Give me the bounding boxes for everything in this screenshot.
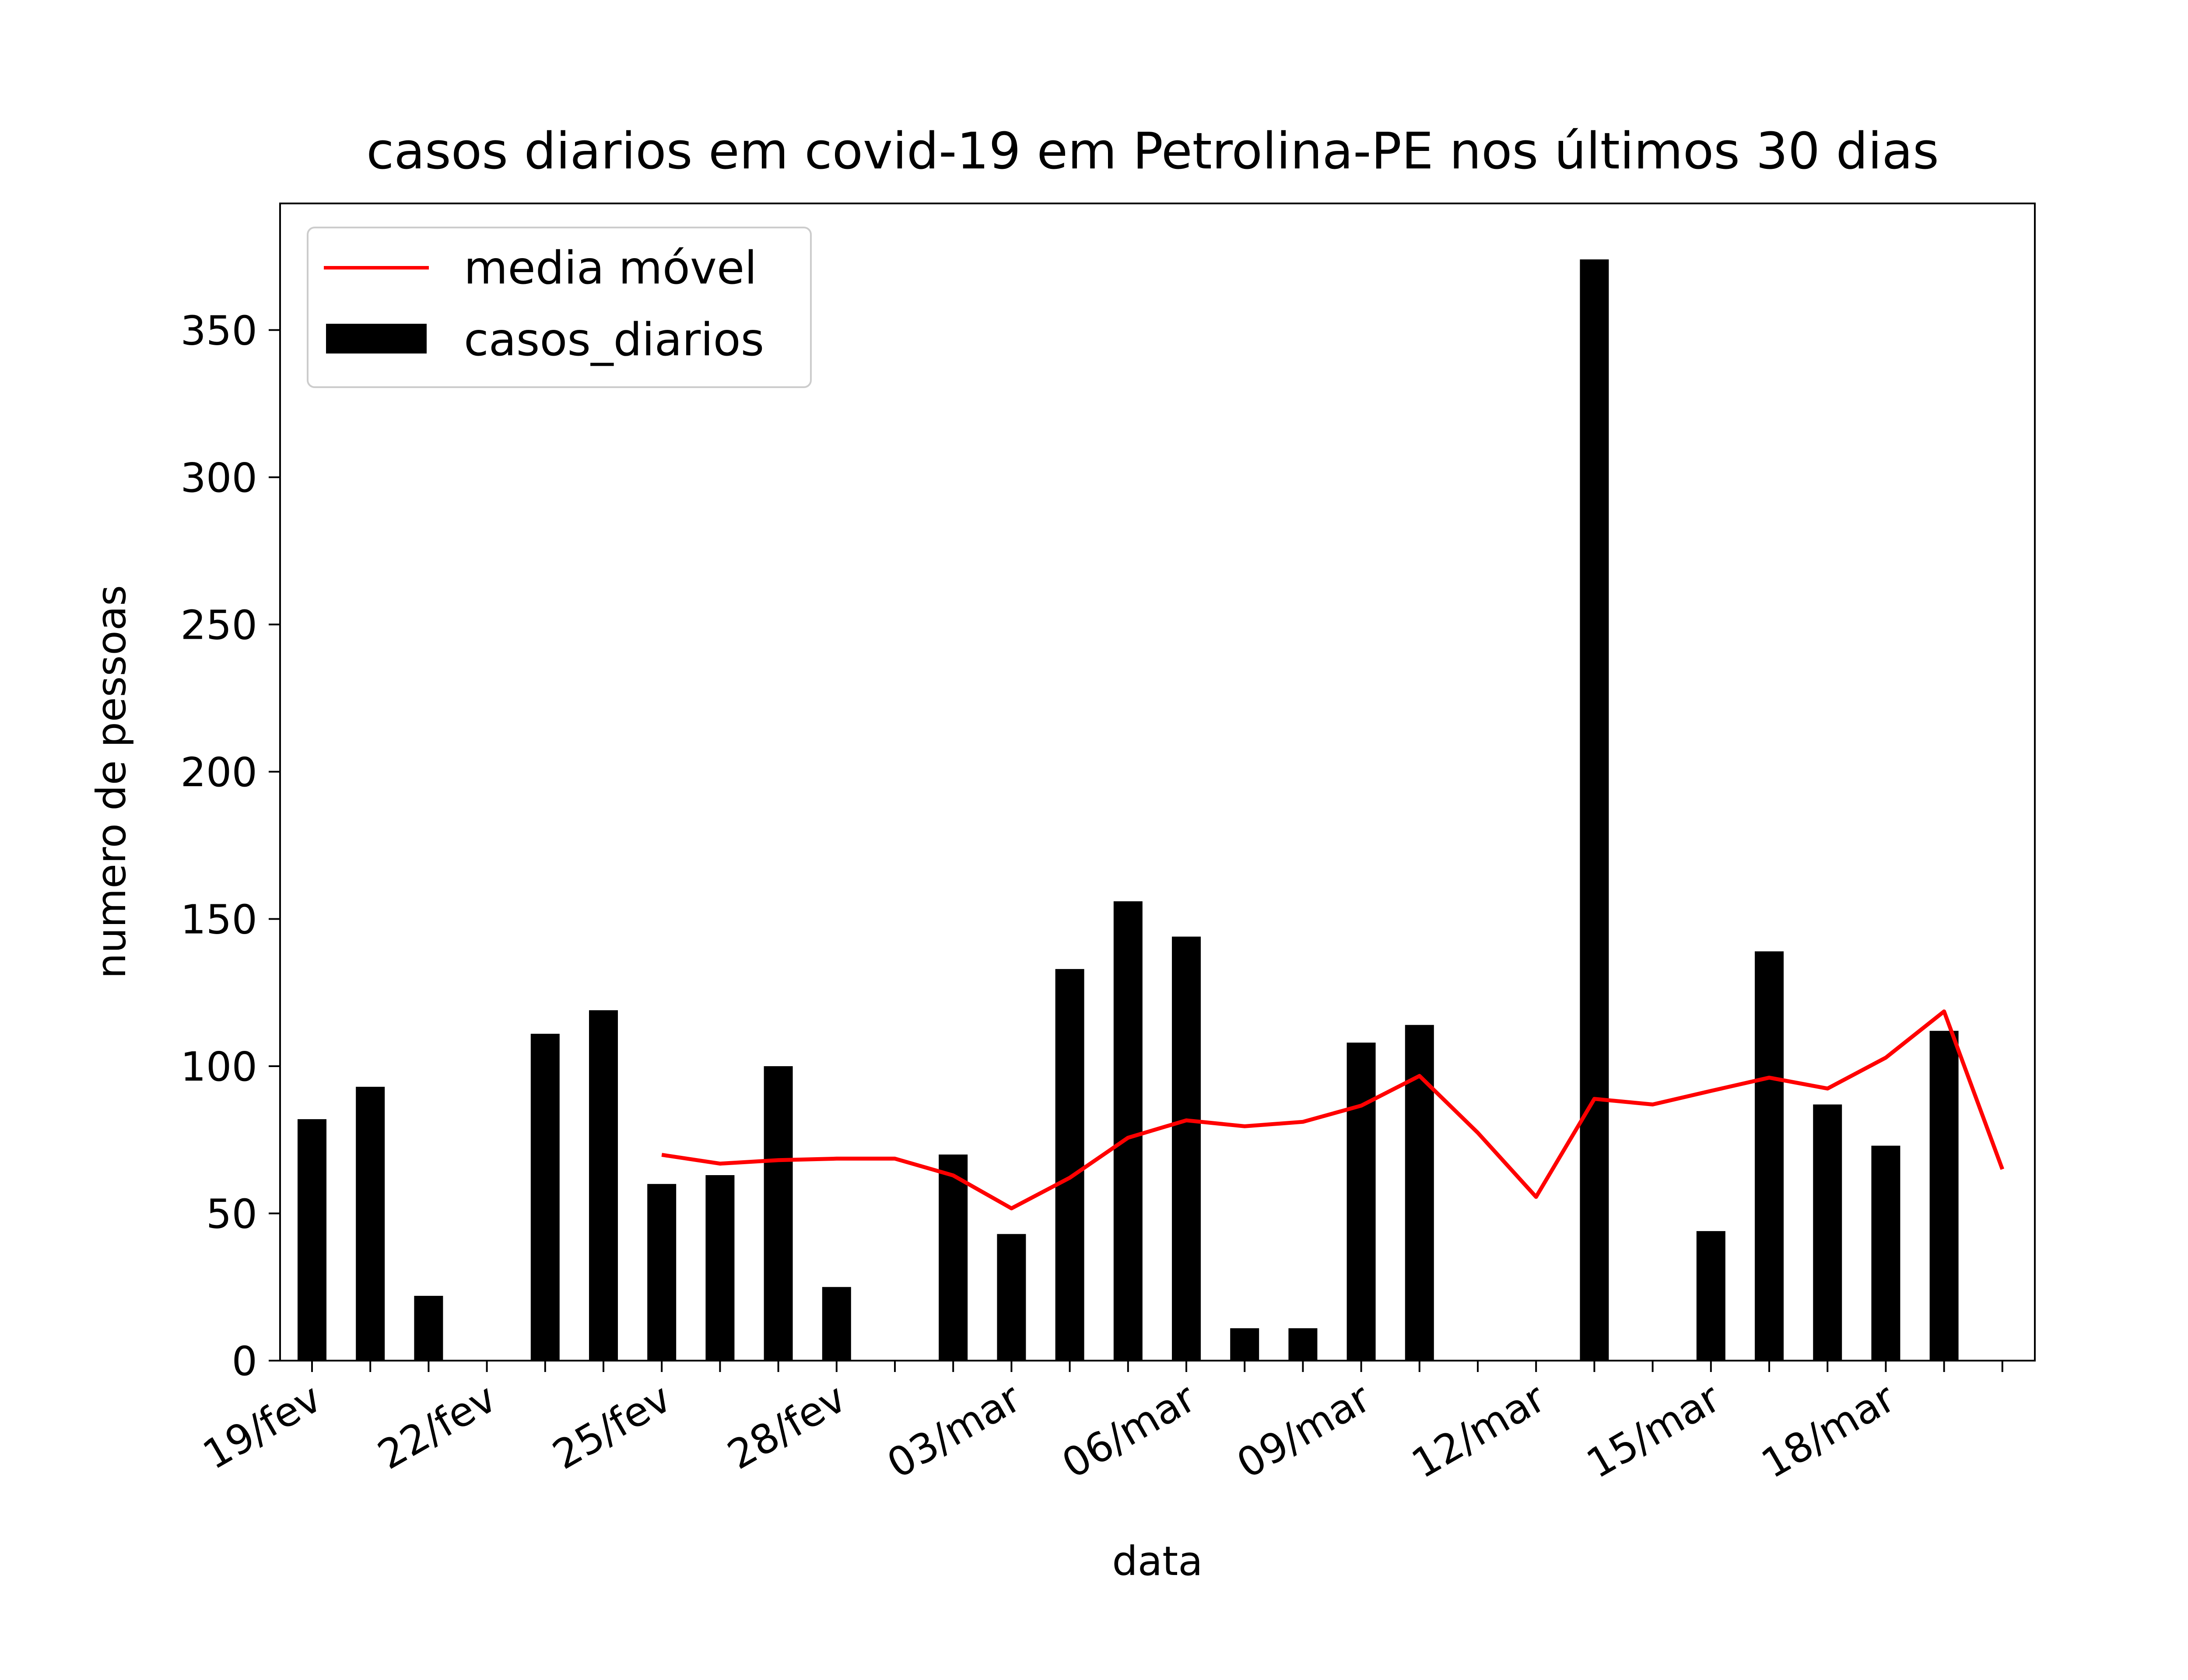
- plot-area: [298, 259, 2005, 1361]
- legend: media móvel casos_diarios: [307, 227, 812, 388]
- bar-8: [705, 1175, 735, 1361]
- x-axis-label: data: [1112, 1538, 1203, 1585]
- legend-entry-media-movel: media móvel: [464, 242, 757, 294]
- y-tick-label: 150: [180, 896, 257, 943]
- bar-26: [1755, 951, 1784, 1361]
- bar-16: [1172, 936, 1201, 1361]
- bar-12: [939, 1154, 968, 1361]
- bar-9: [764, 1066, 793, 1361]
- y-axis-label: numero de pessoas: [88, 585, 135, 979]
- bar-29: [1929, 1031, 1959, 1361]
- legend-box: [307, 227, 812, 388]
- bar-3: [414, 1295, 443, 1361]
- y-tick-label: 250: [180, 602, 257, 648]
- bar-18: [1288, 1328, 1318, 1361]
- plot-frame: [279, 203, 2036, 1362]
- bar-7: [647, 1184, 677, 1361]
- bar-10: [822, 1287, 851, 1361]
- y-tick-label: 50: [206, 1191, 257, 1238]
- bar-series: [298, 259, 1959, 1361]
- bar-2: [356, 1087, 385, 1361]
- bar-5: [530, 1033, 560, 1361]
- y-tick-label: 300: [180, 455, 257, 501]
- chart-title: casos diarios em covid-19 em Petrolina-P…: [366, 122, 1939, 181]
- bar-28: [1871, 1145, 1900, 1361]
- moving-average-line: [661, 1009, 2005, 1211]
- legend-entry-casos-diarios: casos_diarios: [464, 314, 764, 366]
- bar-25: [1696, 1231, 1725, 1361]
- bar-23: [1580, 259, 1609, 1361]
- y-tick-label: 0: [231, 1338, 257, 1385]
- bar-13: [997, 1234, 1026, 1361]
- y-axis: 0 50 100 150 200 250 300 350: [180, 307, 280, 1385]
- y-tick-label: 200: [180, 749, 257, 796]
- bar-6: [589, 1010, 618, 1361]
- legend-bar-swatch: [326, 324, 427, 354]
- moving-average-series: [661, 1009, 2005, 1211]
- y-tick-label: 100: [180, 1043, 257, 1090]
- bar-17: [1230, 1328, 1259, 1361]
- bar-27: [1813, 1104, 1842, 1361]
- bar-15: [1113, 901, 1143, 1361]
- bar-14: [1055, 969, 1084, 1361]
- bar-19: [1346, 1043, 1376, 1361]
- bar-1: [298, 1119, 326, 1361]
- y-tick-label: 350: [180, 307, 257, 354]
